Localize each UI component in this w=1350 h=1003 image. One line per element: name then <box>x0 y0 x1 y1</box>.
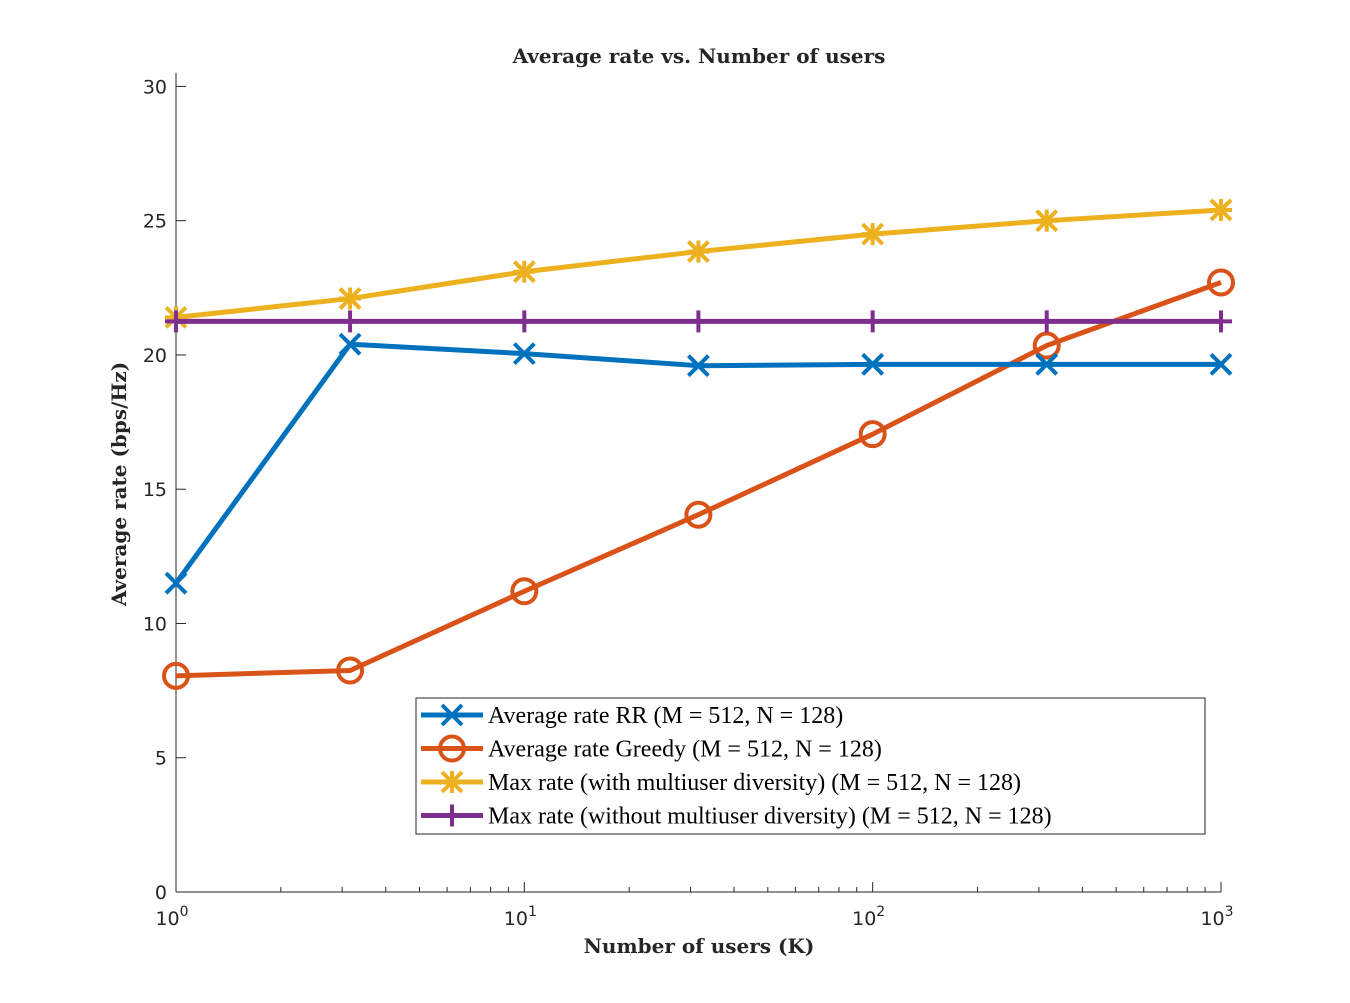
x-tick-base: 10 <box>852 908 876 930</box>
data-point <box>513 310 536 333</box>
data-point <box>338 287 362 310</box>
data-point <box>686 354 710 378</box>
data-point <box>687 310 710 333</box>
plot-area <box>162 198 1235 690</box>
data-point <box>162 661 190 690</box>
series-2 <box>164 198 1233 329</box>
series-line <box>175 207 1222 320</box>
data-point <box>165 310 187 333</box>
x-tick-label: 100 <box>155 904 188 930</box>
legend-label: Average rate RR (M = 512, N = 128) <box>488 703 843 729</box>
y-tick-label: 5 <box>155 748 167 770</box>
marker-* <box>440 770 464 794</box>
series-line <box>175 280 1222 679</box>
x-tick-exponent: 3 <box>1225 904 1234 920</box>
data-point <box>512 342 536 366</box>
x-tick-base: 10 <box>504 908 528 930</box>
series-0 <box>164 332 1233 595</box>
x-tick-label: 103 <box>1200 904 1233 930</box>
data-point <box>858 420 887 449</box>
data-point <box>510 577 539 606</box>
legend-label: Average rate Greedy (M = 512, N = 128) <box>488 737 882 763</box>
x-tick-exponent: 0 <box>180 904 189 920</box>
series-1 <box>162 268 1235 690</box>
x-tick-label: 101 <box>504 904 537 930</box>
data-point <box>512 260 536 284</box>
chart-title: Average rate vs. Number of users <box>512 44 886 68</box>
y-tick-label: 30 <box>143 76 167 98</box>
data-point <box>336 656 365 685</box>
data-point <box>1035 209 1059 233</box>
y-tick-label: 20 <box>143 345 167 367</box>
data-point <box>861 310 884 333</box>
data-point <box>861 352 885 376</box>
marker-+ <box>441 804 463 827</box>
data-point <box>1209 198 1233 222</box>
legend-item: Max rate (with multiuser diversity) (M =… <box>421 770 1021 796</box>
data-point <box>339 310 362 333</box>
data-point <box>1032 331 1061 360</box>
legend-box <box>415 697 1206 835</box>
data-point <box>1035 310 1058 333</box>
y-tick-label: 0 <box>155 882 167 904</box>
series-line <box>173 341 1221 585</box>
y-tick-label: 10 <box>143 613 167 635</box>
data-point <box>684 500 713 529</box>
legend: Average rate RR (M = 512, N = 128) Averag… <box>415 697 1206 835</box>
data-point <box>1210 310 1232 333</box>
legend-item: Average rate Greedy (M = 512, N = 128) <box>421 734 882 763</box>
marker-o <box>438 734 466 763</box>
x-tick-exponent: 2 <box>876 904 885 920</box>
legend-label: Max rate (with multiuser diversity) (M =… <box>488 770 1021 796</box>
y-tick-label: 15 <box>143 479 167 501</box>
data-point <box>1207 268 1235 297</box>
x-tick-base: 10 <box>1200 908 1224 930</box>
data-point <box>686 240 710 263</box>
x-tick-base: 10 <box>155 908 179 930</box>
data-point <box>1035 352 1059 376</box>
legend-item: Max rate (without multiuser diversity) (… <box>421 804 1052 830</box>
series-3 <box>165 310 1232 333</box>
data-point <box>164 571 188 595</box>
data-point <box>861 222 885 246</box>
x-tick-exponent: 1 <box>528 904 537 920</box>
data-point <box>338 332 362 356</box>
y-axis-label: Average rate (bps/Hz) <box>107 362 131 607</box>
x-axis-label: Number of users (K) <box>584 934 815 958</box>
y-tick-label: 25 <box>143 211 167 233</box>
data-point <box>1209 352 1233 376</box>
legend-item: Average rate RR (M = 512, N = 128) <box>421 703 843 729</box>
x-tick-label: 102 <box>852 904 885 930</box>
marker-x <box>440 703 464 727</box>
legend-label: Max rate (without multiuser diversity) (… <box>488 804 1052 830</box>
